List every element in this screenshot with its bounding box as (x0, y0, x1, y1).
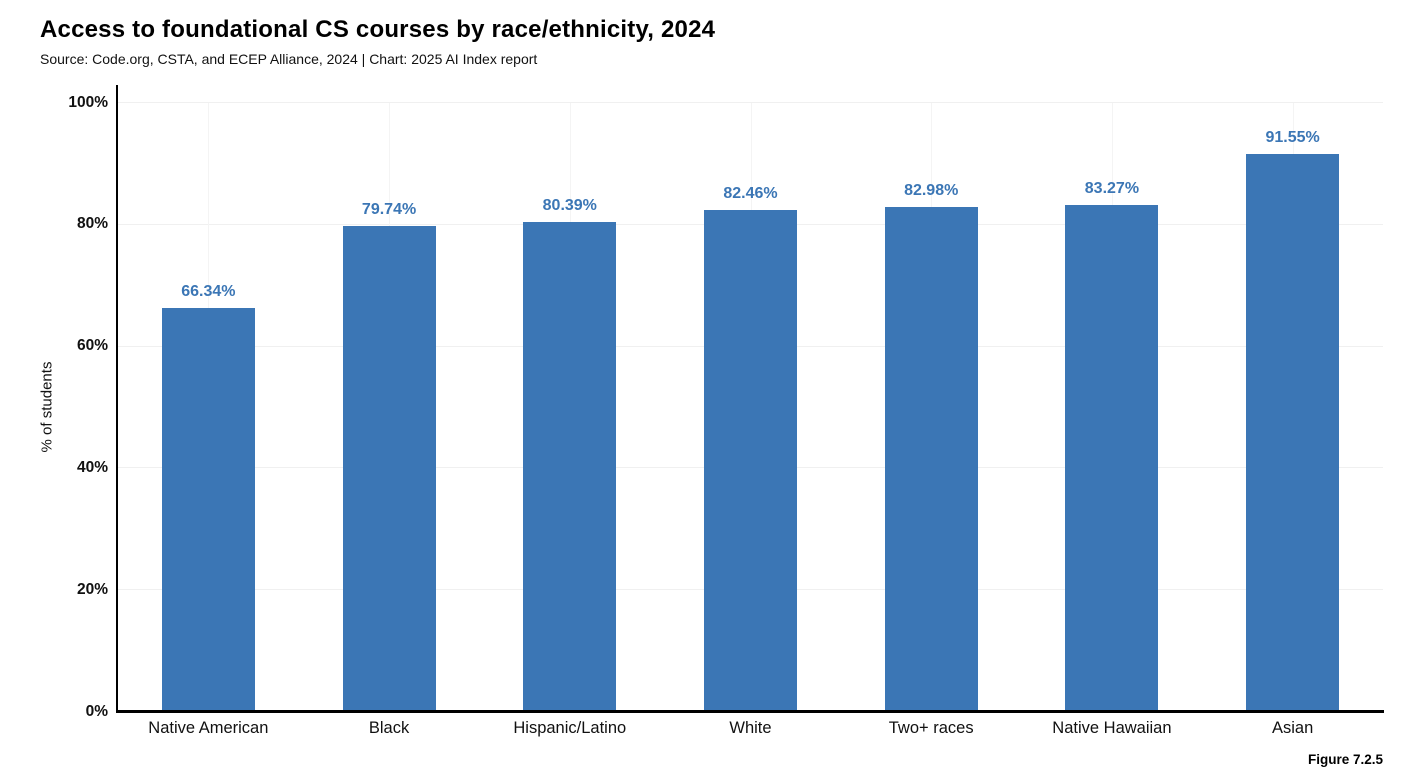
bar-column: 83.27% (1022, 180, 1203, 712)
y-tick-label: 0% (85, 702, 108, 720)
x-axis-label: Hispanic/Latino (513, 719, 627, 737)
bar-column: 82.46% (660, 185, 841, 712)
y-tick-label: 60% (76, 337, 108, 355)
bar-column: 82.98% (841, 182, 1022, 712)
bar (523, 222, 617, 712)
bar (342, 226, 436, 712)
figure-number-label: Figure 7.2.5 (1307, 752, 1383, 767)
x-axis-label: Asian (1271, 719, 1314, 737)
bar-value-label: 79.74% (361, 201, 417, 219)
bar (884, 206, 978, 712)
bar-value-label: 80.39% (542, 197, 597, 215)
y-axis-line (116, 85, 118, 712)
bar-value-label: 82.98% (904, 181, 959, 199)
x-axis-label: White (729, 719, 772, 737)
y-tick-label: 20% (76, 580, 108, 598)
y-tick-label: 100% (68, 93, 108, 111)
bar-value-label: 83.27% (1084, 179, 1140, 197)
bar (1246, 154, 1340, 712)
h-gridline (118, 102, 1383, 103)
bar (1065, 204, 1159, 712)
bar-value-label: 91.55% (1265, 129, 1320, 147)
bar (161, 308, 255, 712)
bar-column: 80.39% (479, 197, 660, 712)
x-axis-label: Native American (148, 719, 269, 737)
y-tick-label: 80% (76, 215, 108, 233)
bar-column: 66.34% (118, 283, 299, 712)
y-tick-label: 40% (76, 458, 108, 476)
x-axis-label: Two+ races (888, 719, 974, 737)
bar (703, 209, 797, 712)
x-axis-label: Native Hawaiian (1052, 719, 1172, 737)
chart-title: Access to foundational CS courses by rac… (40, 16, 716, 43)
plot-area: 66.34% 79.74% 80.39% 82.46% 82.98% 83.27% 91.5… (118, 102, 1383, 712)
bar-value-label: 82.46% (723, 184, 778, 202)
x-axis-label: Black (368, 719, 410, 737)
bar-column: 79.74% (299, 201, 480, 712)
y-axis-title: % of students (38, 361, 56, 453)
chart-subtitle: Source: Code.org, CSTA, and ECEP Allianc… (40, 51, 538, 67)
bar-column: 91.55% (1202, 129, 1383, 712)
bar-value-label: 66.34% (181, 283, 236, 300)
x-axis-line (116, 710, 1384, 713)
